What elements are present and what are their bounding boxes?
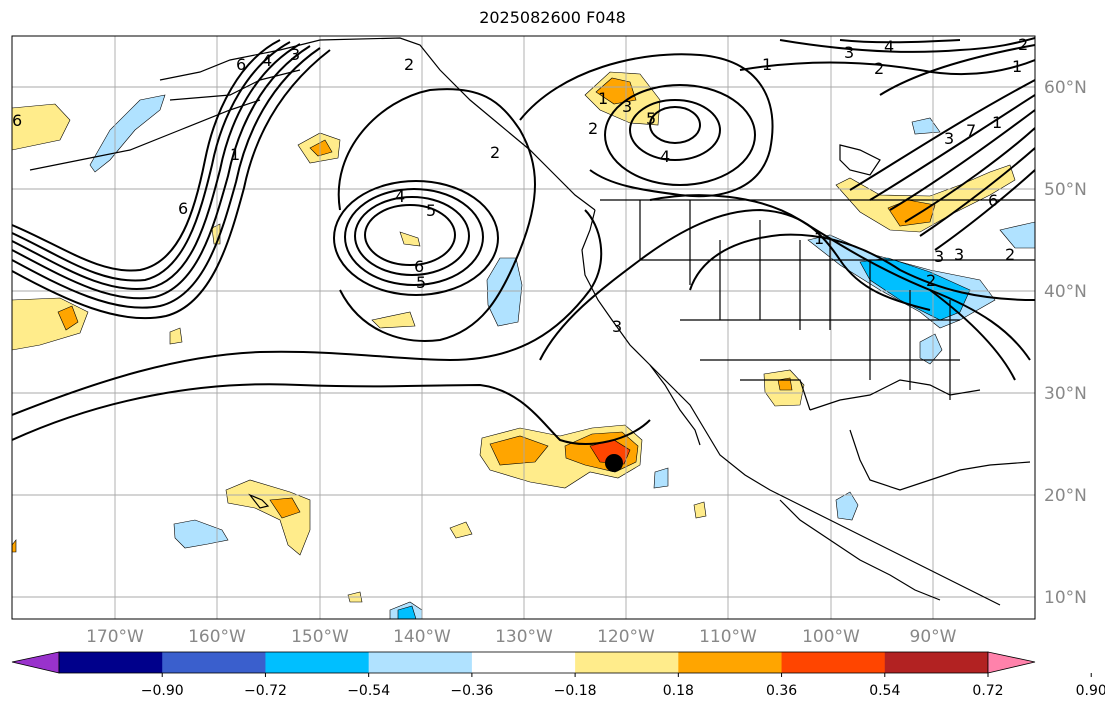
contour-label: 4 [262,51,272,70]
colorbar-bins [58,651,989,674]
contour-label: 3 [844,43,854,62]
lon-label: 130°W [495,627,553,647]
shaded-anomaly-fields [12,71,1035,619]
lon-label: 90°W [910,627,957,647]
longitude-labels: 170°W 160°W 150°W 140°W 130°W 120°W 110°… [86,627,957,647]
colorbar-bin [265,652,370,673]
lat-label: 20°N [1044,486,1087,506]
contour-label: 1 [992,113,1002,132]
colorbar-tick-label: 0.18 [663,683,694,699]
height-contours [12,37,1035,445]
contour-label: 2 [1005,245,1015,264]
lon-label: 170°W [86,627,144,647]
colorbar-bin [678,652,783,673]
contour-label: 6 [178,199,188,218]
colorbar-tick-label: −0.72 [244,683,287,699]
contour-label: 4 [660,147,670,166]
lon-label: 100°W [802,627,860,647]
colorbar-tick-label: 0.72 [972,683,1003,699]
contour-label: 1 [762,55,772,74]
graticule [12,36,1035,619]
contour-label: 1 [814,229,824,248]
lat-label: 40°N [1044,282,1087,302]
contour-label: 3 [612,317,622,336]
contour-label: 5 [426,201,436,220]
lat-label: 30°N [1044,384,1087,404]
colorbar-tick-label: −0.18 [554,683,597,699]
lat-label: 50°N [1044,180,1087,200]
contour-label: 6 [236,55,246,74]
lon-label: 140°W [393,627,451,647]
contour-label: 3 [944,129,954,148]
contour-label: 4 [395,187,405,206]
contour-label: 3 [934,247,944,266]
colorbar-ticks: −0.90 −0.72 −0.54 −0.36 −0.18 0.18 0.36 0.54 0.7… [141,673,1105,699]
contour-label: 6 [414,257,424,276]
contour-label: 3 [954,245,964,264]
latitude-labels: 60°N 50°N 40°N 30°N 20°N 10°N [1044,78,1087,608]
map-title: 2025082600 F048 [479,8,626,27]
contour-label: 3 [622,97,632,116]
lon-label: 110°W [699,627,757,647]
lat-label: 10°N [1044,588,1087,608]
colorbar-bin [575,652,679,673]
lat-label: 60°N [1044,78,1087,98]
colorbar-tick-label: 0.54 [869,683,900,699]
colorbar-tick-label: −0.54 [347,683,390,699]
contour-label: 2 [404,55,414,74]
contour-label: 6 [12,111,22,130]
contour-label: 6 [988,191,998,210]
contour-labels: 6 4 3 2 1 6 4 5 6 5 2 1 3 5 4 3 2 1 4 3 … [12,35,1028,336]
colorbar-bin [781,652,886,673]
colorbar-bin [162,652,266,673]
storm-center-marker [605,454,623,472]
contour-label: 2 [490,143,500,162]
contour-label: 7 [966,121,976,140]
contour-label: 2 [588,119,598,138]
colorbar-bin [884,652,989,673]
colorbar-left-extension [11,651,60,674]
colorbar-bin [471,652,576,673]
colorbar-tick-label: 0.36 [766,683,797,699]
map-area: 6 4 3 2 1 6 4 5 6 5 2 1 3 5 4 3 2 1 4 3 … [12,35,1035,619]
lon-label: 150°W [291,627,349,647]
lon-label: 160°W [188,627,246,647]
contour-label: 1 [598,89,608,108]
contour-label: 2 [874,59,884,78]
lon-label: 120°W [597,627,655,647]
colorbar-tick-label: 0.90 [1076,683,1105,699]
colorbar-tick-label: −0.36 [450,683,493,699]
contour-label: 5 [646,109,656,128]
contour-label: 2 [1018,35,1028,54]
colorbar-bin [368,652,473,673]
coastlines [29,37,1035,606]
contour-label: 5 [416,273,426,292]
contour-label: 4 [884,37,894,56]
contour-label: 3 [290,45,300,64]
map-border [11,35,1036,620]
colorbar-right-extension [987,651,1036,674]
contour-label: 2 [926,271,936,290]
colorbar: −0.90 −0.72 −0.54 −0.36 −0.18 0.18 0.36 0.54 0.7… [11,651,1105,699]
colorbar-tick-label: −0.90 [141,683,184,699]
contour-label: 1 [230,145,240,164]
colorbar-bin [59,652,163,673]
contour-label: 1 [1012,57,1022,76]
